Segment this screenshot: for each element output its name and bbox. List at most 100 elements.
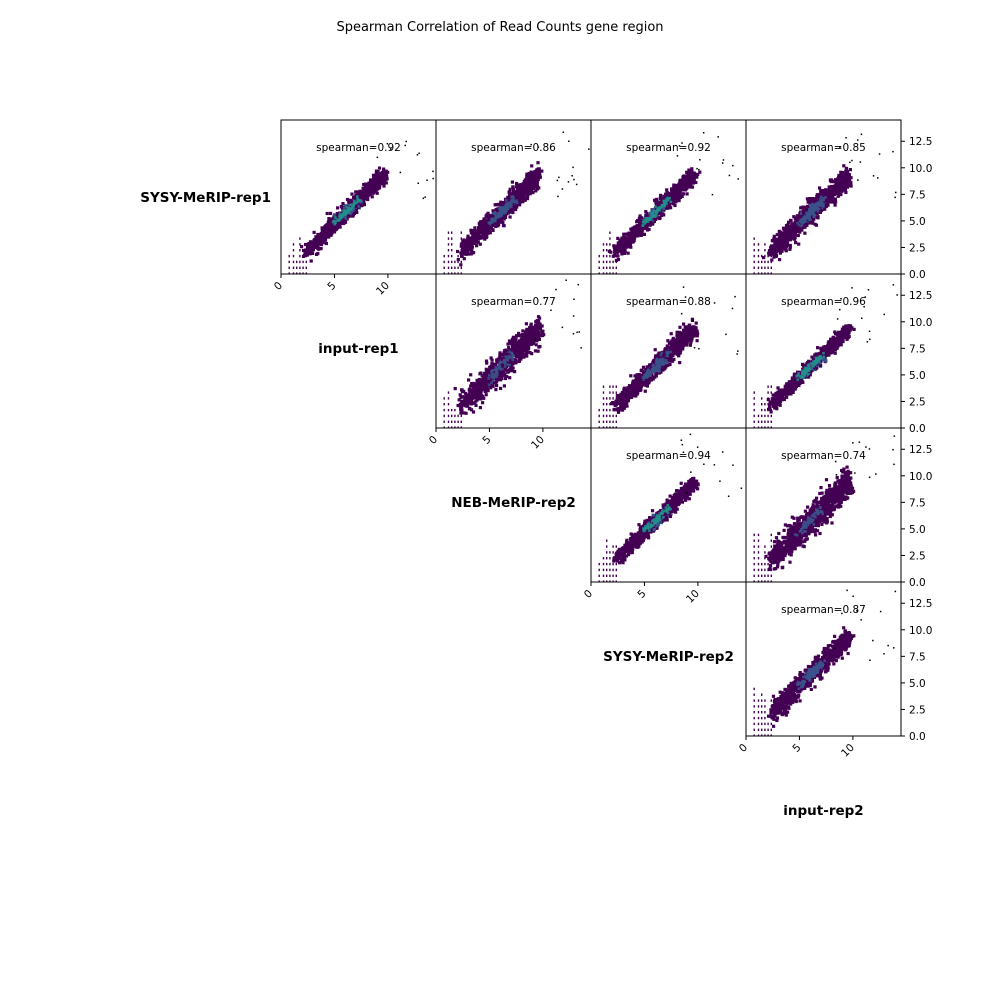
density-cell (520, 194, 524, 198)
density-core-cell (805, 215, 809, 218)
density-cell (788, 243, 792, 248)
density-cell (319, 243, 323, 247)
density-cell (644, 226, 649, 230)
density-cell (519, 349, 523, 353)
density-cell (529, 324, 533, 328)
density-cell (678, 195, 683, 199)
density-cell (461, 403, 465, 407)
density-cell (508, 187, 512, 191)
density-cell (464, 396, 468, 400)
density-cell (349, 198, 353, 202)
outlier-point (558, 176, 560, 179)
density-cell (321, 232, 325, 236)
density-cell (340, 205, 344, 209)
low-count-cell (305, 272, 307, 274)
density-cell (520, 187, 525, 191)
density-core-cell (511, 358, 515, 362)
density-cell (341, 221, 346, 226)
density-cell (497, 202, 501, 206)
density-cell (490, 383, 494, 387)
density-cell (519, 342, 523, 346)
outlier-point (696, 167, 698, 170)
density-cell (365, 187, 369, 191)
low-count-cell (761, 272, 763, 274)
density-cell (535, 184, 539, 188)
density-cell (459, 263, 463, 267)
outlier-point (561, 188, 564, 190)
density-cell (314, 245, 318, 249)
density-cell (375, 191, 379, 195)
density-cell (528, 336, 532, 340)
low-count-cell (764, 243, 766, 246)
density-cell (370, 184, 374, 188)
low-count-cell (753, 243, 755, 246)
density-core-cell (333, 222, 336, 226)
density-core-cell (651, 215, 655, 218)
density-cell (833, 197, 837, 201)
density-cell (514, 341, 518, 345)
density-cell (669, 206, 673, 210)
low-count-cell (292, 272, 295, 274)
outlier-point (859, 161, 862, 163)
low-count-cell (602, 266, 605, 269)
outlier-point (568, 140, 570, 142)
density-cell (654, 197, 659, 201)
density-cell (811, 197, 815, 201)
density-cell (844, 171, 848, 175)
density-cell (536, 315, 541, 319)
density-cell (485, 218, 489, 222)
density-cell (829, 189, 834, 193)
density-cell (467, 407, 472, 411)
density-cell (511, 362, 515, 366)
outlier-point (717, 136, 719, 138)
density-cell (830, 180, 834, 184)
density-core-cell (658, 206, 662, 209)
density-cell (815, 215, 820, 219)
density-cell (515, 196, 519, 200)
density-cell (341, 202, 345, 206)
density-cell (478, 394, 482, 398)
density-core-cell (505, 202, 508, 206)
density-cell (470, 398, 474, 402)
low-count-cell (305, 266, 307, 269)
density-cell (511, 335, 515, 339)
density-cell (312, 230, 316, 234)
density-cell (528, 326, 532, 330)
density-core-cell (355, 201, 358, 205)
low-count-cell (447, 272, 450, 274)
density-cell (491, 223, 496, 227)
density-cell (527, 341, 531, 345)
density-cell (845, 177, 849, 181)
density-cell (514, 193, 518, 197)
density-cell (320, 235, 324, 239)
low-count-cell (770, 272, 772, 274)
low-count-cell (457, 260, 459, 264)
outlier-point (845, 137, 847, 139)
density-core-cell (343, 213, 347, 217)
density-cell (494, 388, 498, 392)
density-cell (843, 185, 847, 189)
low-count-cell (451, 249, 453, 252)
density-cell (517, 339, 521, 343)
low-count-cell (288, 272, 290, 274)
density-cell (343, 206, 347, 210)
outlier-point (573, 178, 575, 181)
density-cell (776, 237, 780, 241)
density-core-cell (666, 198, 670, 202)
density-cell (478, 380, 482, 384)
density-cell (471, 396, 475, 400)
density-cell (645, 228, 650, 232)
density-cell (480, 235, 484, 240)
density-cell (795, 214, 800, 218)
density-cell (482, 382, 486, 386)
density-cell (528, 176, 532, 180)
density-cell (523, 188, 527, 192)
low-count-cell (296, 266, 298, 269)
density-cell (499, 386, 503, 390)
density-cell (522, 194, 526, 199)
density-cell (786, 228, 790, 232)
density-cell (343, 218, 347, 222)
density-cell (531, 172, 535, 176)
density-cell (459, 251, 463, 255)
density-core-cell (822, 196, 825, 200)
